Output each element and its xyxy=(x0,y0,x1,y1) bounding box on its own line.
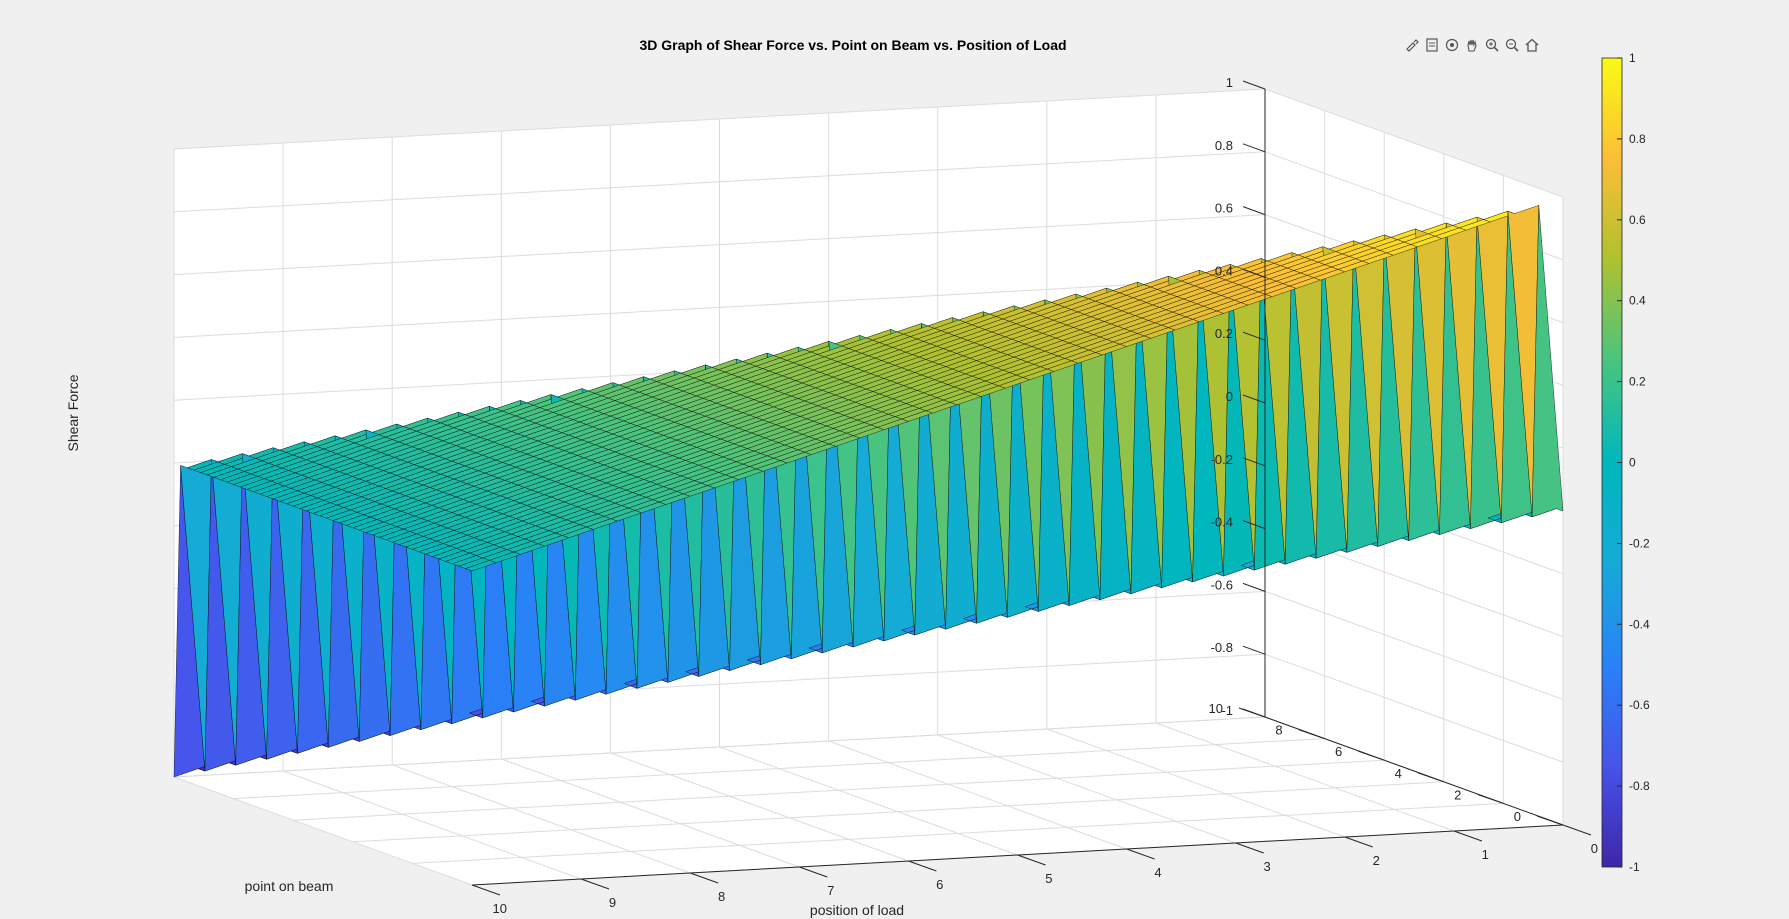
y-tick-mark xyxy=(1238,707,1266,718)
rotate-icon[interactable] xyxy=(1443,36,1461,54)
x-tick-label: 9 xyxy=(609,895,616,910)
x-tick-label: 7 xyxy=(827,883,834,898)
x-tick-mark xyxy=(690,872,719,884)
z-tick-mark xyxy=(1242,645,1266,655)
colorbar-tick-label: 0.4 xyxy=(1629,294,1646,308)
x-tick-label: 2 xyxy=(1373,853,1380,868)
y-tick-mark xyxy=(1477,793,1504,804)
z-tick-label: 0 xyxy=(1226,389,1233,404)
y-tick-label: 4 xyxy=(1395,766,1402,781)
y-axis-label: point on beam xyxy=(245,878,334,894)
y-tick-mark xyxy=(1358,750,1385,761)
z-tick-label: 1 xyxy=(1226,75,1233,90)
x-tick-mark xyxy=(799,866,828,878)
y-tick-label: 6 xyxy=(1335,744,1342,759)
z-tick-label: -0.4 xyxy=(1211,515,1233,530)
x-tick-mark xyxy=(471,884,501,896)
x-tick-label: 8 xyxy=(718,889,725,904)
z-tick-mark xyxy=(1242,520,1266,530)
z-tick-mark xyxy=(1242,80,1266,90)
x-axis-ticks: 10 9 8 7 6 5 4 3 2 1 0 xyxy=(471,824,1598,916)
z-tick-mark xyxy=(1242,582,1266,592)
x-tick-label: 4 xyxy=(1154,865,1161,880)
home-icon[interactable] xyxy=(1523,36,1541,54)
zoom-in-icon[interactable] xyxy=(1483,36,1501,54)
colorbar-tick-label: 1 xyxy=(1629,51,1636,65)
colorbar-tick-label: -0.2 xyxy=(1629,536,1650,550)
colorbar-tick-label: -0.8 xyxy=(1629,779,1650,793)
y-tick-label: 0 xyxy=(1514,809,1521,824)
x-tick-label: 10 xyxy=(493,901,507,916)
x-tick-mark xyxy=(580,878,610,890)
z-tick-label: -0.2 xyxy=(1211,452,1233,467)
y-tick-mark xyxy=(1298,729,1325,740)
x-axis-label: position of load xyxy=(810,902,904,918)
colorbar-tick-label: 0.8 xyxy=(1629,132,1646,146)
datatip-icon[interactable] xyxy=(1423,36,1441,54)
z-tick-mark xyxy=(1242,268,1266,278)
colorbar-tick-label: 0.6 xyxy=(1629,213,1646,227)
x-tick-mark xyxy=(1453,830,1483,842)
y-tick-label: 8 xyxy=(1275,723,1282,738)
y-tick-mark xyxy=(1536,815,1564,826)
x-tick-label: 6 xyxy=(936,877,943,892)
x-tick-label: 0 xyxy=(1591,841,1598,856)
colorbar-tick-label: 0.2 xyxy=(1629,375,1646,389)
zoom-out-icon[interactable] xyxy=(1503,36,1521,54)
colorbar-tick-label: -0.6 xyxy=(1629,698,1650,712)
x-tick-mark xyxy=(1126,848,1155,860)
shear-force-surface[interactable] xyxy=(173,204,1564,778)
z-tick-mark xyxy=(1242,206,1266,216)
z-tick-label: 0.8 xyxy=(1215,138,1233,153)
z-axis-ticks: 1 0.8 0.6 0.4 0.2 0 -0.2 -0.4 -0.6 -0.8 -1 xyxy=(1211,75,1266,718)
colorbar-tick-label: -0.4 xyxy=(1629,617,1650,631)
z-tick-mark xyxy=(1242,143,1266,153)
z-tick-mark xyxy=(1242,394,1266,404)
surface-patch xyxy=(1531,205,1564,518)
x-tick-label: 3 xyxy=(1263,859,1270,874)
x-tick-mark xyxy=(1017,854,1046,866)
z-tick-label: -0.6 xyxy=(1211,577,1233,592)
x-tick-mark xyxy=(1235,842,1264,854)
z-tick-label: 0.6 xyxy=(1215,201,1233,216)
z-tick-mark xyxy=(1242,457,1266,467)
x-tick-label: 5 xyxy=(1045,871,1052,886)
z-tick-label: -1 xyxy=(1221,703,1233,718)
z-tick-label: 0.2 xyxy=(1215,326,1233,341)
x-tick-mark xyxy=(1562,824,1592,836)
colorbar: 1 0.8 0.6 0.4 0.2 0 -0.2 -0.4 -0.6 -0.8 -1 xyxy=(1601,51,1650,874)
y-tick-label: 2 xyxy=(1454,787,1461,802)
x-tick-mark xyxy=(1344,836,1373,848)
y-tick-label: 10 xyxy=(1209,701,1223,716)
z-tick-mark xyxy=(1242,331,1266,341)
z-tick-label: -0.8 xyxy=(1211,640,1233,655)
z-tick-label: 0.4 xyxy=(1215,263,1233,278)
chart-title: 3D Graph of Shear Force vs. Point on Bea… xyxy=(639,37,1066,53)
figure-toolbar xyxy=(1403,36,1541,54)
colorbar-tick-label: 0 xyxy=(1629,456,1636,470)
pan-icon[interactable] xyxy=(1463,36,1481,54)
y-axis-ticks: 0 2 4 6 8 10 xyxy=(1209,701,1564,826)
y-tick-mark xyxy=(1417,772,1444,783)
x-tick-label: 1 xyxy=(1482,847,1489,862)
colorbar-tick-label: -1 xyxy=(1629,860,1640,874)
x-tick-mark xyxy=(908,860,937,872)
z-axis-label: Shear Force xyxy=(65,374,81,451)
brush-icon[interactable] xyxy=(1403,36,1421,54)
